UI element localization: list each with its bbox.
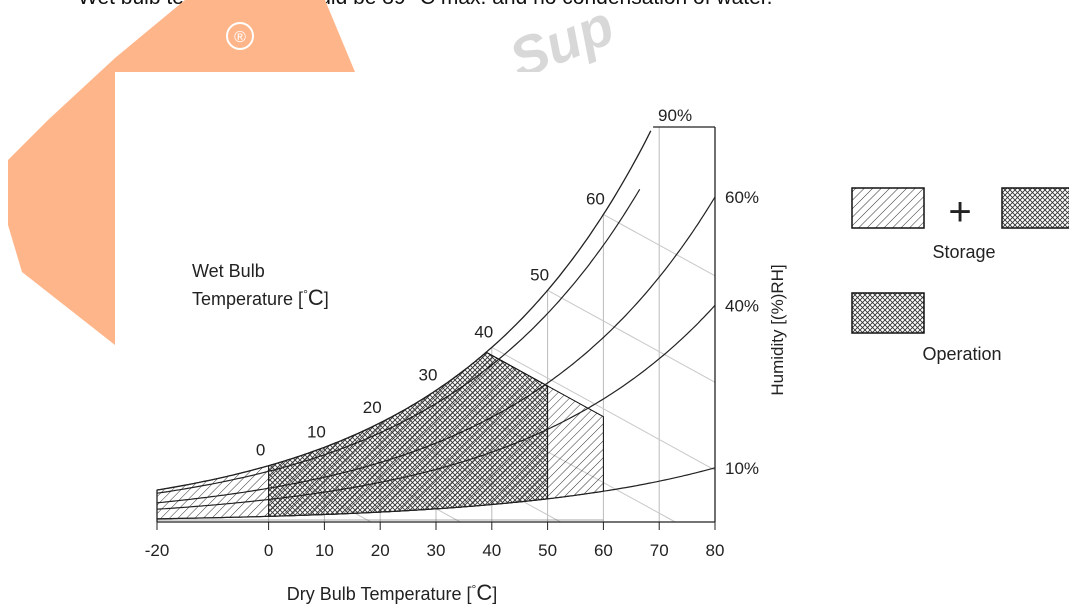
x-tick-label-70: 70 — [650, 541, 669, 560]
wet-bulb-label-40: 40 — [474, 322, 493, 341]
rh-curve-90 — [156, 188, 641, 494]
rh-label-10: 10% — [725, 459, 759, 478]
top-note: Wet bulb temperature should be 39 °C max… — [78, 0, 772, 10]
x-tick-label-50: 50 — [538, 541, 557, 560]
wet-bulb-title-line1: Wet Bulb — [192, 261, 265, 281]
wet-bulb-gridline-60 — [603, 214, 716, 277]
wet-bulb-title-line2: Temperature [°C] — [192, 285, 329, 310]
x-tick-label-10: 10 — [315, 541, 334, 560]
x-tick-label-30: 30 — [427, 541, 446, 560]
rh-curve-10 — [157, 467, 716, 520]
wet-bulb-label-20: 20 — [363, 398, 382, 417]
wet-bulb-label-10: 10 — [307, 422, 326, 441]
wet-bulb-title-deg: ° — [303, 287, 308, 301]
rh-curve-60 — [156, 196, 716, 504]
x-tick-label-80: 80 — [706, 541, 725, 560]
x-axis: -20 0 10 20 30 40 50 60 70 80 — [145, 522, 725, 560]
x-axis-title-main: Dry Bulb Temperature [ — [287, 584, 472, 604]
x-axis-title-close: ] — [492, 584, 497, 604]
wet-bulb-label-60: 60 — [586, 189, 605, 208]
rh-label-90: 90% — [658, 106, 692, 125]
legend-operation-swatch-top — [1001, 187, 1069, 229]
watermark-shape — [8, 0, 355, 345]
x-axis-title-unit: C — [476, 580, 492, 605]
wet-bulb-title-main: Temperature [ — [192, 289, 303, 309]
x-tick-label--20: -20 — [145, 541, 170, 560]
rh-label-60: 60% — [725, 188, 759, 207]
rh-curves — [156, 130, 716, 520]
wet-bulb-label-30: 30 — [419, 365, 438, 384]
chart-labels: 10% 40% 60% 90% 0 10 20 30 40 50 60 — [256, 106, 759, 478]
saturation-curve — [156, 130, 652, 491]
legend-operation-swatch — [851, 292, 925, 334]
wet-bulb-title-unit: C — [308, 285, 324, 310]
legend-storage-label: Storage — [932, 242, 995, 262]
wet-bulb-gridline-40 — [491, 346, 716, 471]
registered-mark-circle — [226, 22, 254, 50]
x-axis-title: Dry Bulb Temperature [°C] — [287, 580, 497, 605]
x-tick-label-20: 20 — [371, 541, 390, 560]
wet-bulb-label-0: 0 — [256, 441, 265, 460]
x-tick-label-40: 40 — [482, 541, 501, 560]
x-axis-title-deg: ° — [472, 582, 477, 596]
legend-storage-swatch — [851, 187, 925, 229]
legend-plus: + — [948, 190, 971, 234]
legend-operation-label: Operation — [922, 344, 1001, 364]
x-tick-label-0: 0 — [264, 541, 273, 560]
wet-bulb-title-close: ] — [324, 289, 329, 309]
wet-bulb-label-50: 50 — [530, 265, 549, 284]
wet-bulb-gridline-50 — [547, 289, 716, 383]
rh-curve-40 — [156, 304, 716, 510]
legend: + Storage Operation — [851, 187, 1069, 364]
x-tick-label-60: 60 — [594, 541, 613, 560]
registered-mark: ® — [234, 29, 246, 46]
rh-label-40: 40% — [725, 296, 759, 315]
y-axis-title: Humidity [(%)RH] — [768, 264, 787, 395]
